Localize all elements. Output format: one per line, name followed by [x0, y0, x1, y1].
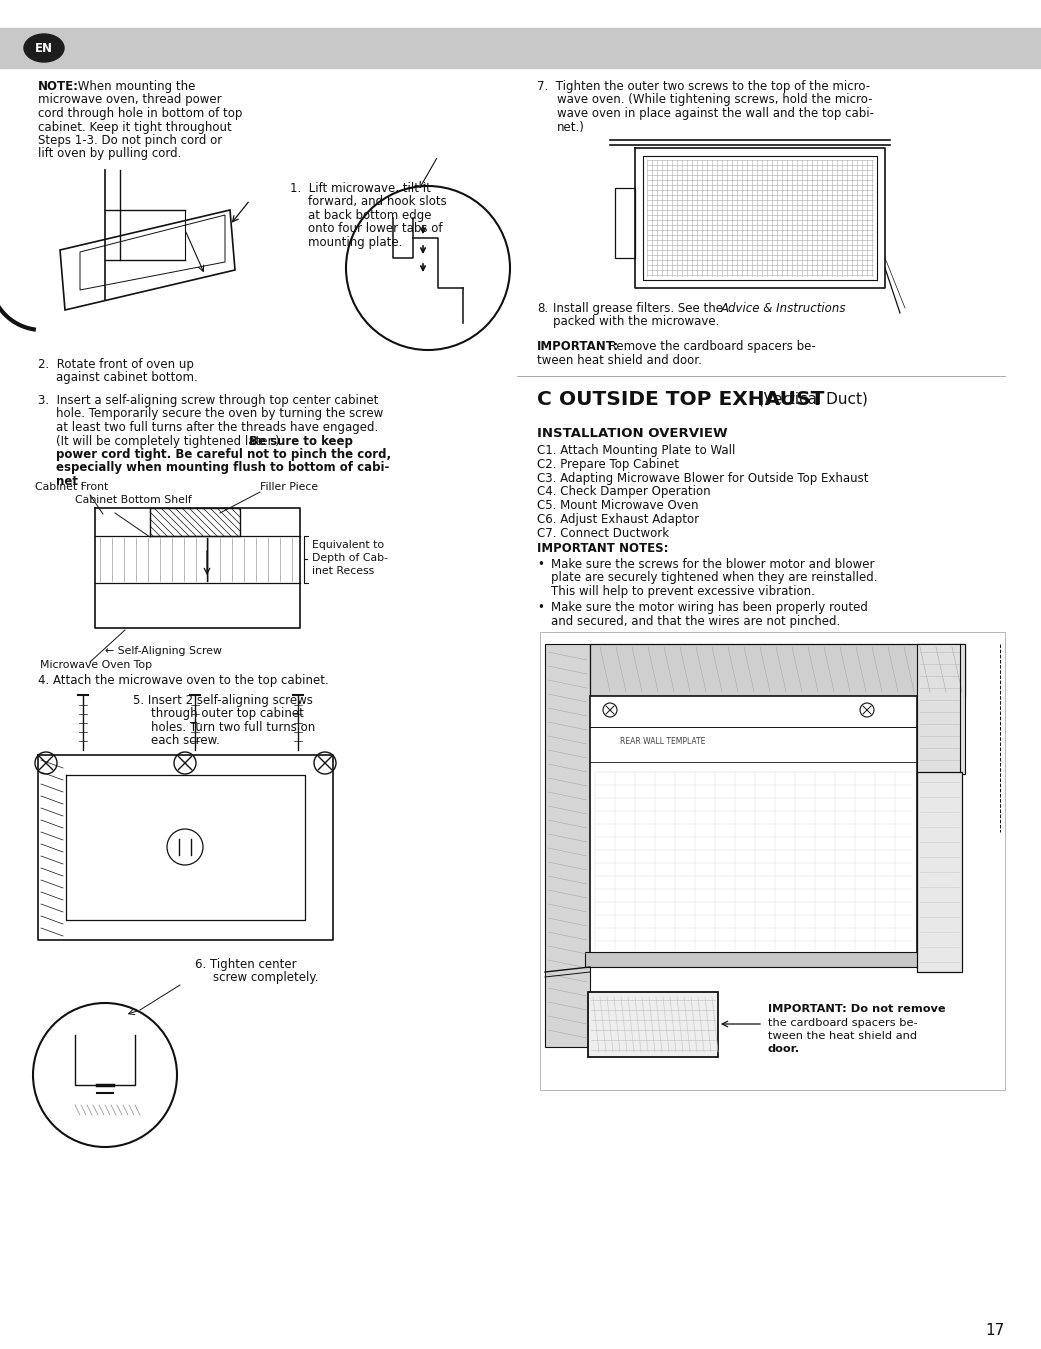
Text: plate are securely tightened when they are reinstalled.: plate are securely tightened when they a…: [551, 572, 878, 584]
Text: 5. Insert 2 self-aligning screws: 5. Insert 2 self-aligning screws: [133, 693, 313, 707]
Text: .: .: [80, 475, 83, 488]
Text: 7.  Tighten the outer two screws to the top of the micro-: 7. Tighten the outer two screws to the t…: [537, 80, 870, 93]
Text: packed with the microwave.: packed with the microwave.: [553, 316, 719, 329]
Text: at least two full turns after the threads have engaged.: at least two full turns after the thread…: [56, 421, 378, 434]
Text: INSTALLATION OVERVIEW: INSTALLATION OVERVIEW: [537, 428, 728, 440]
Text: tween heat shield and door.: tween heat shield and door.: [537, 353, 702, 367]
Text: Depth of Cab-: Depth of Cab-: [312, 553, 388, 563]
Bar: [585, 952, 920, 967]
Text: ← Self-Aligning Screw: ← Self-Aligning Screw: [105, 646, 222, 656]
Text: This will help to prevent excessive vibration.: This will help to prevent excessive vibr…: [551, 585, 815, 598]
Text: C3. Adapting Microwave Blower for Outside Top Exhaust: C3. Adapting Microwave Blower for Outsid…: [537, 472, 868, 484]
Text: (It will be completely tightened later.): (It will be completely tightened later.): [56, 434, 283, 448]
Text: Make sure the screws for the blower motor and blower: Make sure the screws for the blower moto…: [551, 558, 874, 571]
Text: microwave oven, thread power: microwave oven, thread power: [39, 93, 222, 107]
Text: EN: EN: [35, 42, 53, 54]
Text: IMPORTANT: Do not remove: IMPORTANT: Do not remove: [768, 1004, 945, 1014]
Text: •: •: [537, 602, 543, 614]
Text: C7. Connect Ductwork: C7. Connect Ductwork: [537, 527, 669, 540]
Text: C4. Check Damper Operation: C4. Check Damper Operation: [537, 486, 711, 498]
Text: IMPORTANT NOTES:: IMPORTANT NOTES:: [537, 542, 668, 554]
Text: door.: door.: [768, 1044, 801, 1055]
Text: Install grease filters. See the: Install grease filters. See the: [553, 302, 727, 316]
Text: inet Recess: inet Recess: [312, 567, 375, 576]
Bar: [590, 643, 965, 696]
Text: Cabinet Bottom Shelf: Cabinet Bottom Shelf: [75, 495, 192, 505]
Text: 8.: 8.: [537, 302, 549, 316]
Text: C1. Attach Mounting Plate to Wall: C1. Attach Mounting Plate to Wall: [537, 444, 735, 457]
Bar: [545, 643, 590, 1047]
Text: Microwave Oven Top: Microwave Oven Top: [40, 660, 152, 670]
Text: each screw.: each screw.: [151, 734, 220, 747]
Text: 4. Attach the microwave oven to the top cabinet.: 4. Attach the microwave oven to the top …: [39, 674, 329, 687]
Text: Steps 1-3. Do not pinch cord or: Steps 1-3. Do not pinch cord or: [39, 134, 222, 147]
Bar: [590, 696, 917, 956]
Text: wave oven. (While tightening screws, hold the micro-: wave oven. (While tightening screws, hol…: [557, 93, 872, 107]
Text: net: net: [56, 475, 78, 488]
Bar: [0, 28, 1041, 67]
Text: power cord tight. Be careful not to pinch the cord,: power cord tight. Be careful not to pinc…: [56, 448, 391, 461]
Text: at back bottom edge: at back bottom edge: [308, 209, 432, 223]
Text: NOTE:: NOTE:: [39, 80, 79, 93]
Text: When mounting the: When mounting the: [74, 80, 196, 93]
Text: C2. Prepare Top Cabinet: C2. Prepare Top Cabinet: [537, 457, 679, 471]
Text: wave oven in place against the wall and the top cabi-: wave oven in place against the wall and …: [557, 107, 874, 120]
Text: tween the heat shield and: tween the heat shield and: [768, 1031, 917, 1041]
Text: OUTSIDE TOP EXHAUST: OUTSIDE TOP EXHAUST: [559, 390, 824, 409]
Text: C6. Adjust Exhaust Adaptor: C6. Adjust Exhaust Adaptor: [537, 513, 700, 526]
Text: Equivalent to: Equivalent to: [312, 540, 384, 550]
Text: Be sure to keep: Be sure to keep: [249, 434, 353, 448]
Bar: [917, 772, 962, 973]
Text: Advice & Instructions: Advice & Instructions: [721, 302, 846, 316]
Text: 6. Tighten center: 6. Tighten center: [195, 958, 297, 971]
Text: holes. Turn two full turns on: holes. Turn two full turns on: [151, 720, 315, 734]
Text: screw completely.: screw completely.: [213, 971, 319, 985]
Bar: [917, 643, 965, 774]
Text: cabinet. Keep it tight throughout: cabinet. Keep it tight throughout: [39, 120, 232, 134]
Text: hole. Temporarily secure the oven by turning the screw: hole. Temporarily secure the oven by tur…: [56, 407, 383, 421]
Text: C5. Mount Microwave Oven: C5. Mount Microwave Oven: [537, 499, 699, 513]
Text: especially when mounting flush to bottom of cabi-: especially when mounting flush to bottom…: [56, 461, 389, 475]
Text: Cabinet Front: Cabinet Front: [35, 482, 108, 492]
Text: 1.  Lift microwave, tilt it: 1. Lift microwave, tilt it: [290, 182, 431, 196]
Text: Remove the cardboard spacers be-: Remove the cardboard spacers be-: [605, 340, 816, 353]
Text: IMPORTANT:: IMPORTANT:: [537, 340, 619, 353]
Text: through outer top cabinet: through outer top cabinet: [151, 707, 304, 720]
Ellipse shape: [24, 34, 64, 62]
Text: 17: 17: [986, 1323, 1005, 1338]
Text: mounting plate.: mounting plate.: [308, 236, 403, 250]
Bar: [588, 992, 718, 1058]
Text: 3.  Insert a self-aligning screw through top center cabinet: 3. Insert a self-aligning screw through …: [39, 394, 378, 407]
Text: (Vertical Duct): (Vertical Duct): [753, 393, 868, 407]
Text: 2.  Rotate front of oven up: 2. Rotate front of oven up: [39, 357, 194, 371]
Text: Filler Piece: Filler Piece: [260, 482, 319, 492]
Bar: [540, 631, 1005, 1090]
Text: •: •: [537, 558, 543, 571]
Text: lift oven by pulling cord.: lift oven by pulling cord.: [39, 147, 181, 161]
Text: Make sure the motor wiring has been properly routed: Make sure the motor wiring has been prop…: [551, 602, 868, 614]
Text: cord through hole in bottom of top: cord through hole in bottom of top: [39, 107, 243, 120]
Text: the cardboard spacers be-: the cardboard spacers be-: [768, 1017, 917, 1028]
Text: net.): net.): [557, 120, 585, 134]
Text: against cabinet bottom.: against cabinet bottom.: [56, 371, 198, 384]
Text: REAR WALL TEMPLATE: REAR WALL TEMPLATE: [620, 737, 706, 746]
Text: C: C: [537, 390, 552, 409]
Text: and secured, and that the wires are not pinched.: and secured, and that the wires are not …: [551, 615, 840, 627]
Text: forward, and hook slots: forward, and hook slots: [308, 196, 447, 209]
Text: onto four lower tabs of: onto four lower tabs of: [308, 223, 442, 236]
